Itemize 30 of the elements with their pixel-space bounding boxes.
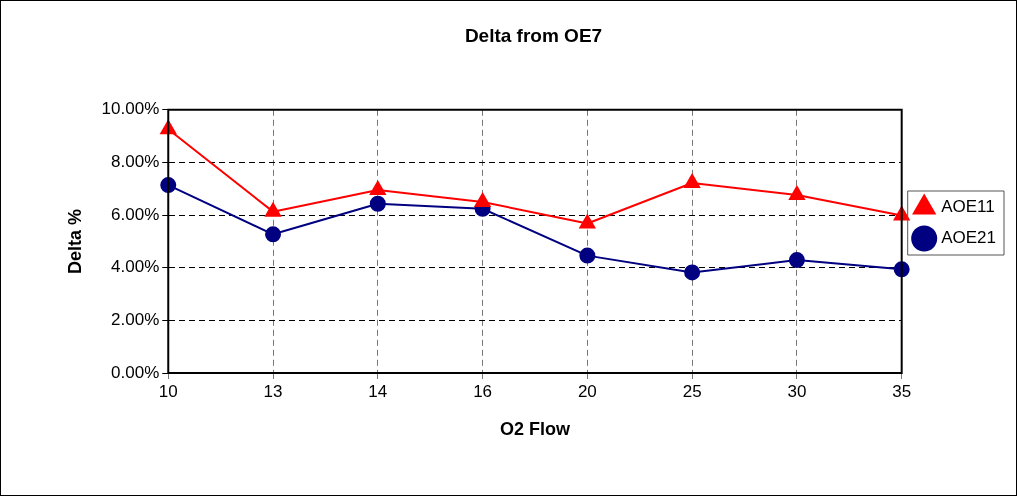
- point: [369, 195, 386, 212]
- x-tick-label: 30: [787, 381, 807, 401]
- legend-label: AOE11: [941, 197, 995, 217]
- point: [369, 181, 386, 196]
- point: [788, 252, 805, 269]
- x-tick-label: 35: [892, 381, 912, 401]
- point: [265, 226, 282, 243]
- x-tick-label: 13: [263, 381, 283, 401]
- x-tick-label: 14: [368, 381, 388, 401]
- x-tick-label: 10: [158, 381, 178, 401]
- y-tick-label: 10.00%: [101, 99, 160, 119]
- y-tick-label: 6.00%: [111, 204, 160, 224]
- point: [265, 202, 281, 217]
- point: [579, 247, 596, 264]
- chart-title: Delta from OE7: [464, 24, 603, 46]
- point: [788, 186, 805, 201]
- y-tick-label: 2.00%: [111, 310, 160, 330]
- y-tick-label: 4.00%: [111, 257, 160, 277]
- point: [474, 192, 491, 207]
- legend-label: AOE21: [941, 228, 996, 248]
- point: [579, 214, 596, 229]
- x-tick-label: 20: [577, 381, 597, 401]
- point: [684, 264, 701, 281]
- y-tick-label: 8.00%: [111, 152, 160, 172]
- x-axis-title: O2 Flow: [499, 419, 571, 440]
- y-tick-label: 0.00%: [111, 362, 160, 382]
- x-tick-label: 25: [682, 381, 702, 401]
- x-tick-label: 16: [473, 381, 493, 401]
- point: [684, 173, 701, 188]
- y-axis-title: Delta %: [64, 208, 85, 274]
